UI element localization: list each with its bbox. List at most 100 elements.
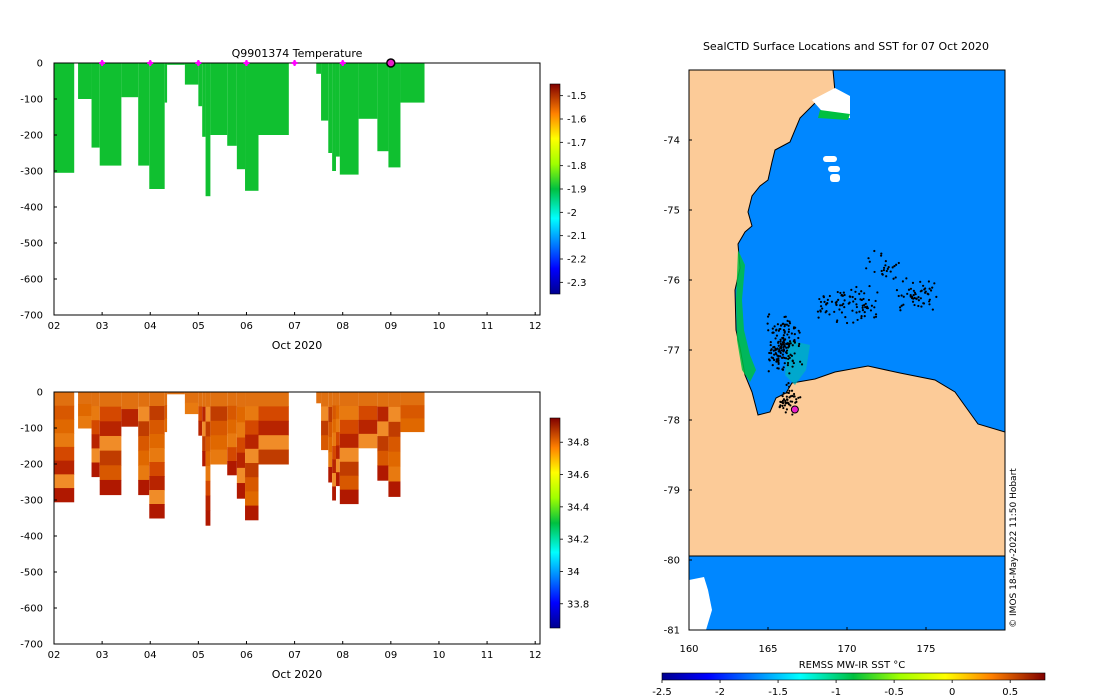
seal-ctd-dot [924,287,927,290]
salinity-profile-cell [236,483,246,499]
seal-ctd-dot [817,316,820,319]
salinity-profile-cell [54,460,75,475]
seal-ctd-dot [844,316,847,319]
salinity-profile-cell [184,392,199,404]
colorbar-tick-label: -1.5 [567,91,587,102]
seal-ctd-dot [787,354,790,358]
seal-ctd-dot [873,249,876,253]
salinity-profile-cell [388,466,401,482]
seal-ctd-dot [891,266,894,269]
seal-ctd-dot [779,404,782,407]
seal-ctd-dot [791,400,794,403]
y-tick-label: -200 [20,460,43,471]
salinity-profile-cell [205,436,211,452]
seal-ctd-dot [867,257,870,260]
salinity-profile-cell [339,461,359,477]
colorbar-tick-label: -2.3 [567,278,587,289]
seal-ctd-dot [784,338,787,341]
seal-ctd-dot [777,359,780,362]
colorbar-tick-label: 34.6 [567,470,589,481]
seal-ctd-dot [781,353,784,356]
salinity-profile-cell [167,392,185,395]
colorbar-tick-label: 34.4 [567,502,589,513]
map-y-tick-label: -78 [664,416,680,427]
seal-ctd-dot [767,329,770,332]
seal-ctd-dot [785,323,788,326]
seal-ctd-dot [781,368,785,371]
white-patch-3 [830,174,840,182]
colorbar-tick-label: -1.8 [567,161,587,172]
seal-ctd-dot [767,370,770,373]
seal-ctd-dot [786,361,790,365]
seal-ctd-dot [828,313,831,316]
seal-ctd-dot [791,344,794,347]
seal-ctd-dot [783,330,786,333]
salinity-profile-cell [332,459,336,474]
credit-text: © IMOS 18-May-2022 11:50 Hobart [1009,468,1019,628]
colorbar-tick-label: 34 [567,567,580,578]
salinity-profile-cell [339,475,359,491]
salinity-profile-cell [54,488,75,503]
seal-ctd-dot [823,300,826,304]
seal-ctd-dot [895,289,899,292]
seal-ctd-dot [786,343,789,346]
salinity-panel: 02 03 04 05 06 07 08 09 10 11 12 0 -100 -200 -300 -400… [20,388,589,682]
salinity-profile-cell [332,405,336,420]
seal-ctd-dot [776,354,779,357]
salinity-profile-cell [149,406,165,421]
salinity-profile-cell [328,437,333,453]
salinity-profile-cell [358,405,378,421]
seal-ctd-dot [769,352,773,355]
seal-ctd-dot [772,357,775,360]
y-tick-label: -600 [20,604,43,615]
seal-ctd-dot [905,277,908,280]
temperature-xlabel: Oct 2020 [272,339,323,352]
salinity-profile-cell [99,450,122,466]
salinity-profile-cell [377,406,389,422]
seal-ctd-dot [839,304,842,307]
seal-ctd-dot [777,340,780,343]
seal-ctd-dot [889,270,892,273]
seal-ctd-dot [837,298,840,301]
temperature-profile-bar [91,63,100,148]
sst-colorbar-tick-label: -1.5 [768,687,788,698]
salinity-profile-cell [91,448,100,463]
temperature-profile-bar [149,63,165,189]
seal-ctd-dot [788,356,791,359]
seal-ctd-dot [785,391,789,394]
seal-ctd-dot [865,267,868,270]
salinity-profile-cell [321,435,329,451]
salinity-profile-cell [335,432,340,446]
map-x-ticks: 160 165 170 175 [679,627,936,655]
seal-ctd-dot [787,324,790,327]
y-tick-label: -500 [20,239,43,250]
seal-ctd-dot [777,344,780,347]
seal-ctd-dot [780,356,784,360]
salinity-profile-cell [236,437,246,454]
y-tick-label: -600 [20,275,43,286]
seal-ctd-dot [906,292,909,295]
seal-ctd-dot [852,321,855,324]
seal-ctd-dot [782,349,786,352]
seal-ctd-dot [874,315,878,318]
salinity-profile-cell [138,421,150,437]
seal-ctd-dot [787,328,791,331]
seal-ctd-dot [917,304,920,308]
seal-ctd-dot [782,366,785,369]
salinity-profile-cell [388,421,401,438]
salinity-profile-cell [138,435,150,452]
salinity-profile-cell [91,420,100,435]
seal-ctd-dot [825,303,828,306]
salinity-profile-cell [316,392,322,404]
seal-ctd-dot [860,316,863,320]
white-patch-2 [828,166,840,172]
salinity-profile-cell [321,420,329,436]
seal-ctd-dot [777,361,780,364]
salinity-profile-cell [202,451,206,467]
seal-ctd-dot [920,305,923,308]
seal-ctd-dot [771,327,774,330]
seal-ctd-dot [863,303,866,307]
salinity-profile-cell [78,416,92,429]
salinity-profile-cell [335,472,340,487]
seal-ctd-dot [773,325,776,328]
